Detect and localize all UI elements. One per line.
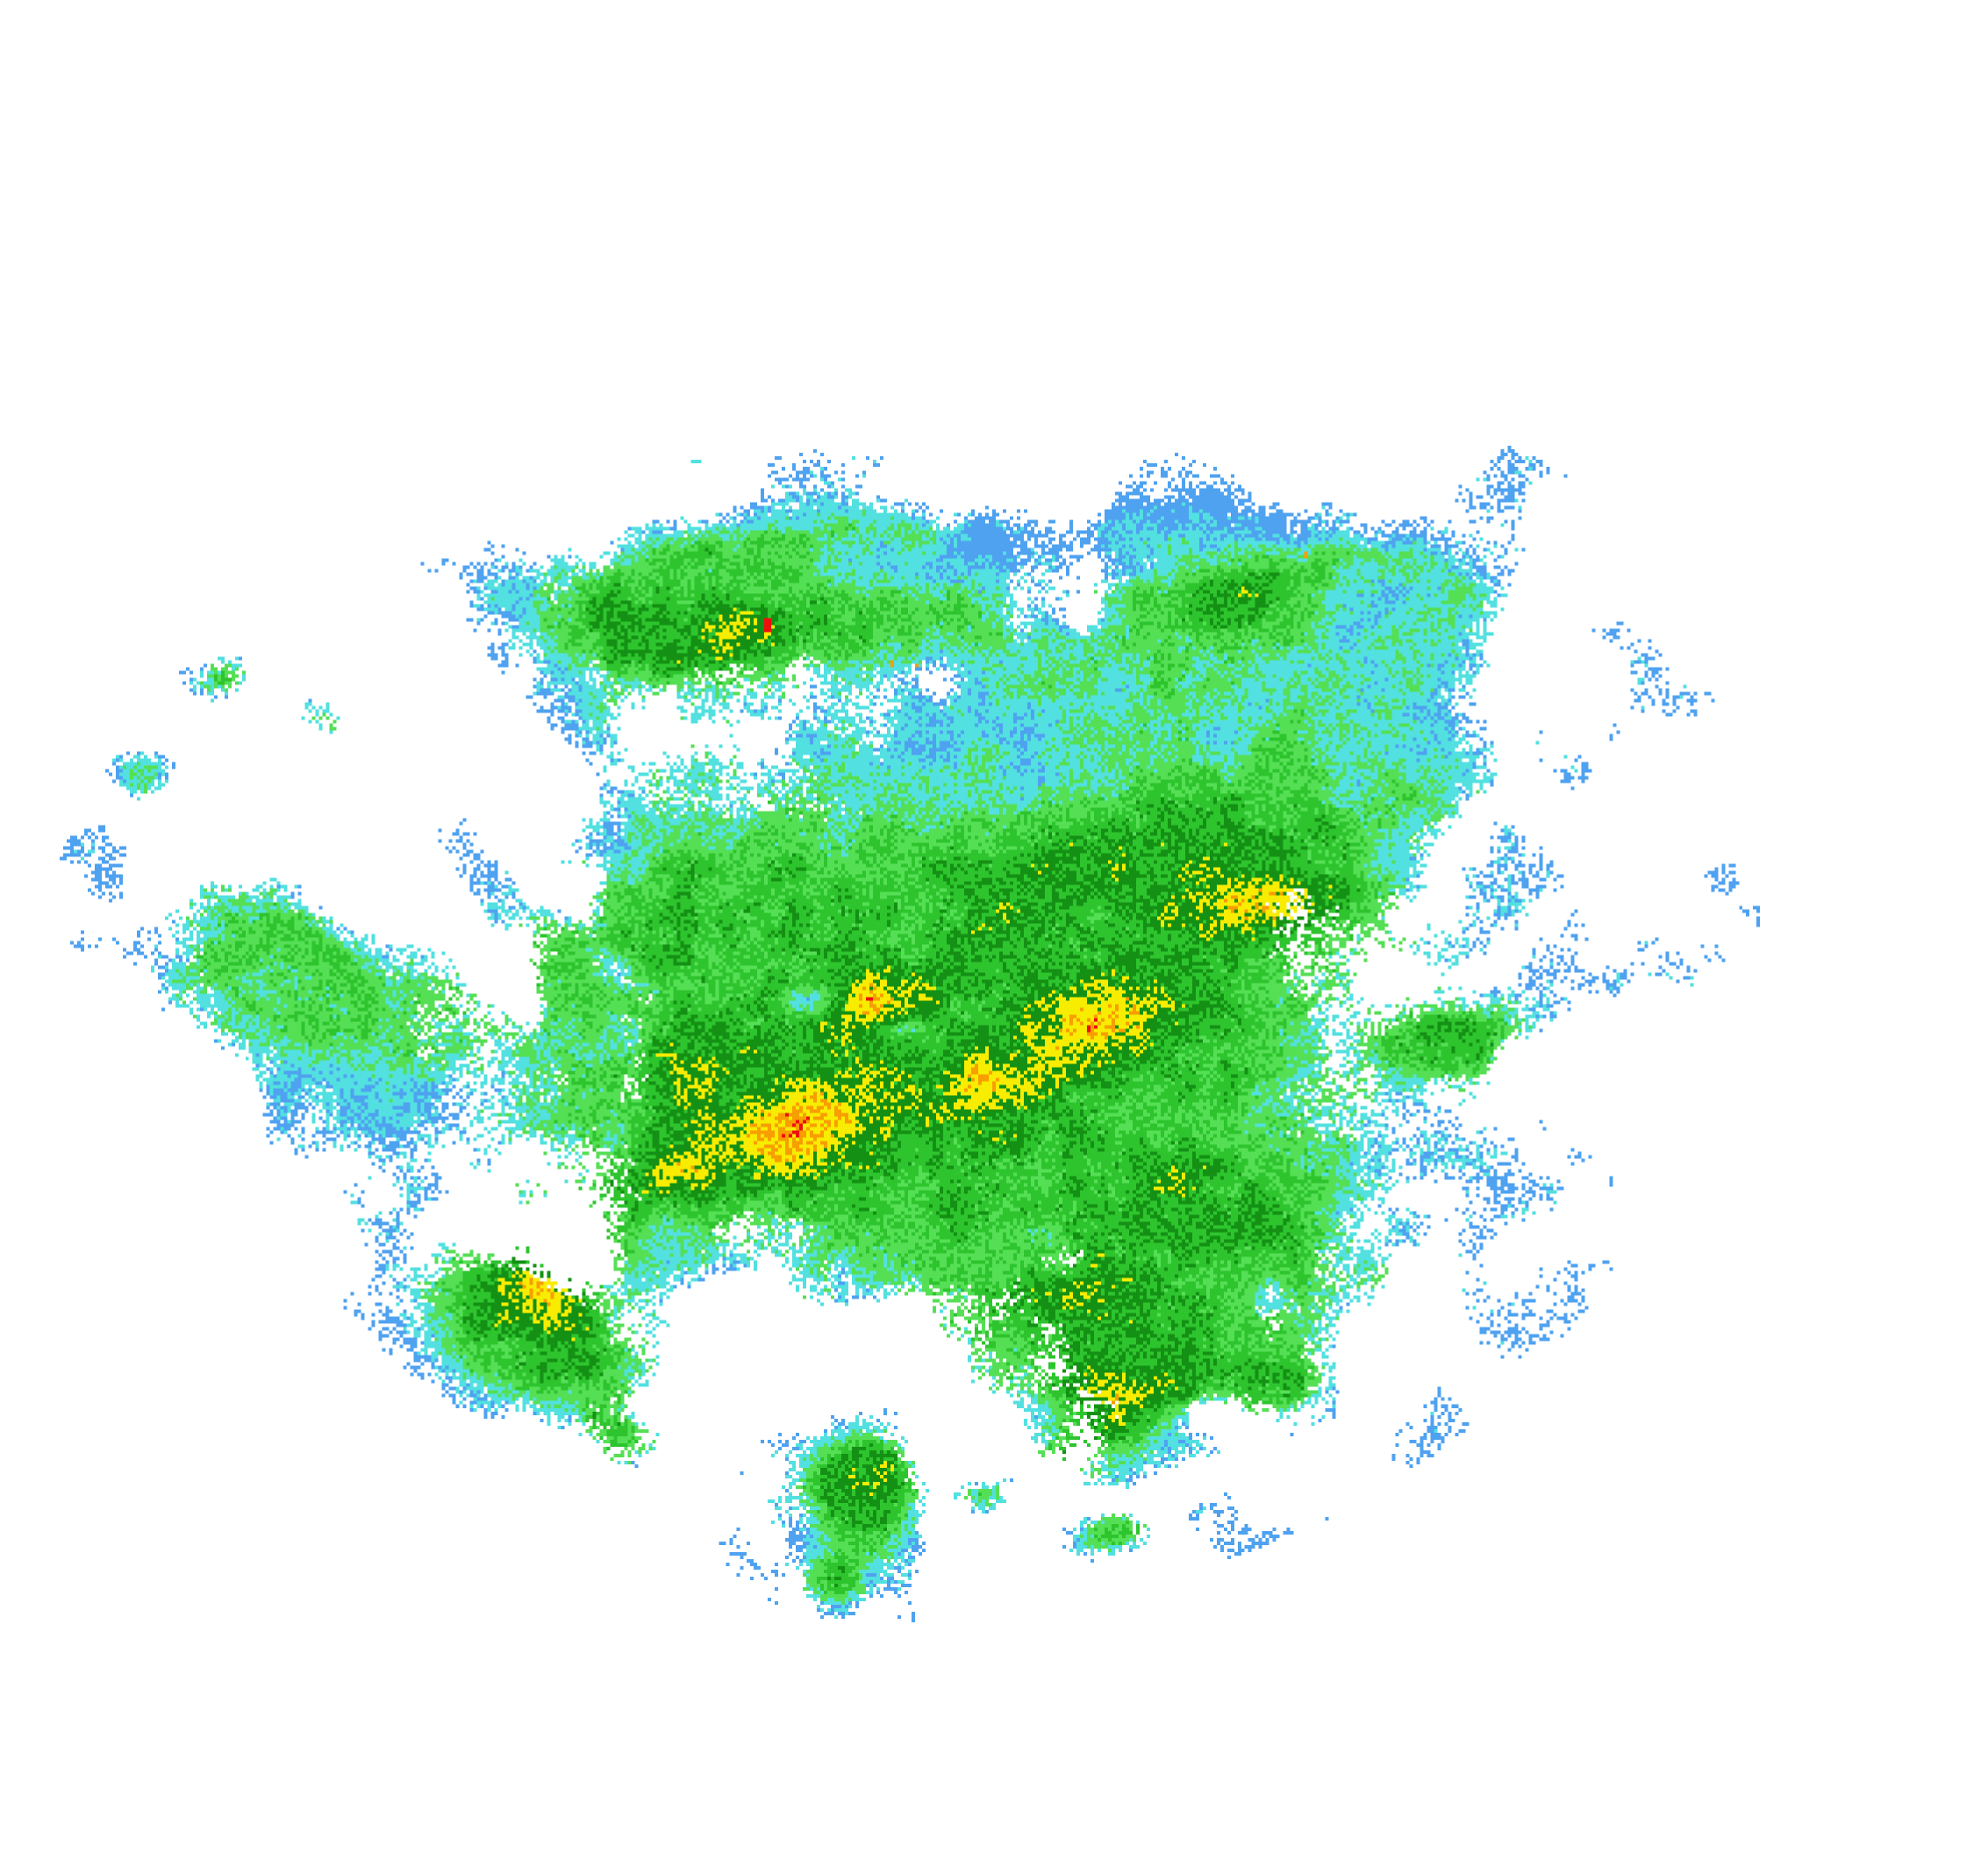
radar-image bbox=[0, 0, 1988, 1875]
radar-precipitation-canvas bbox=[0, 0, 1988, 1875]
